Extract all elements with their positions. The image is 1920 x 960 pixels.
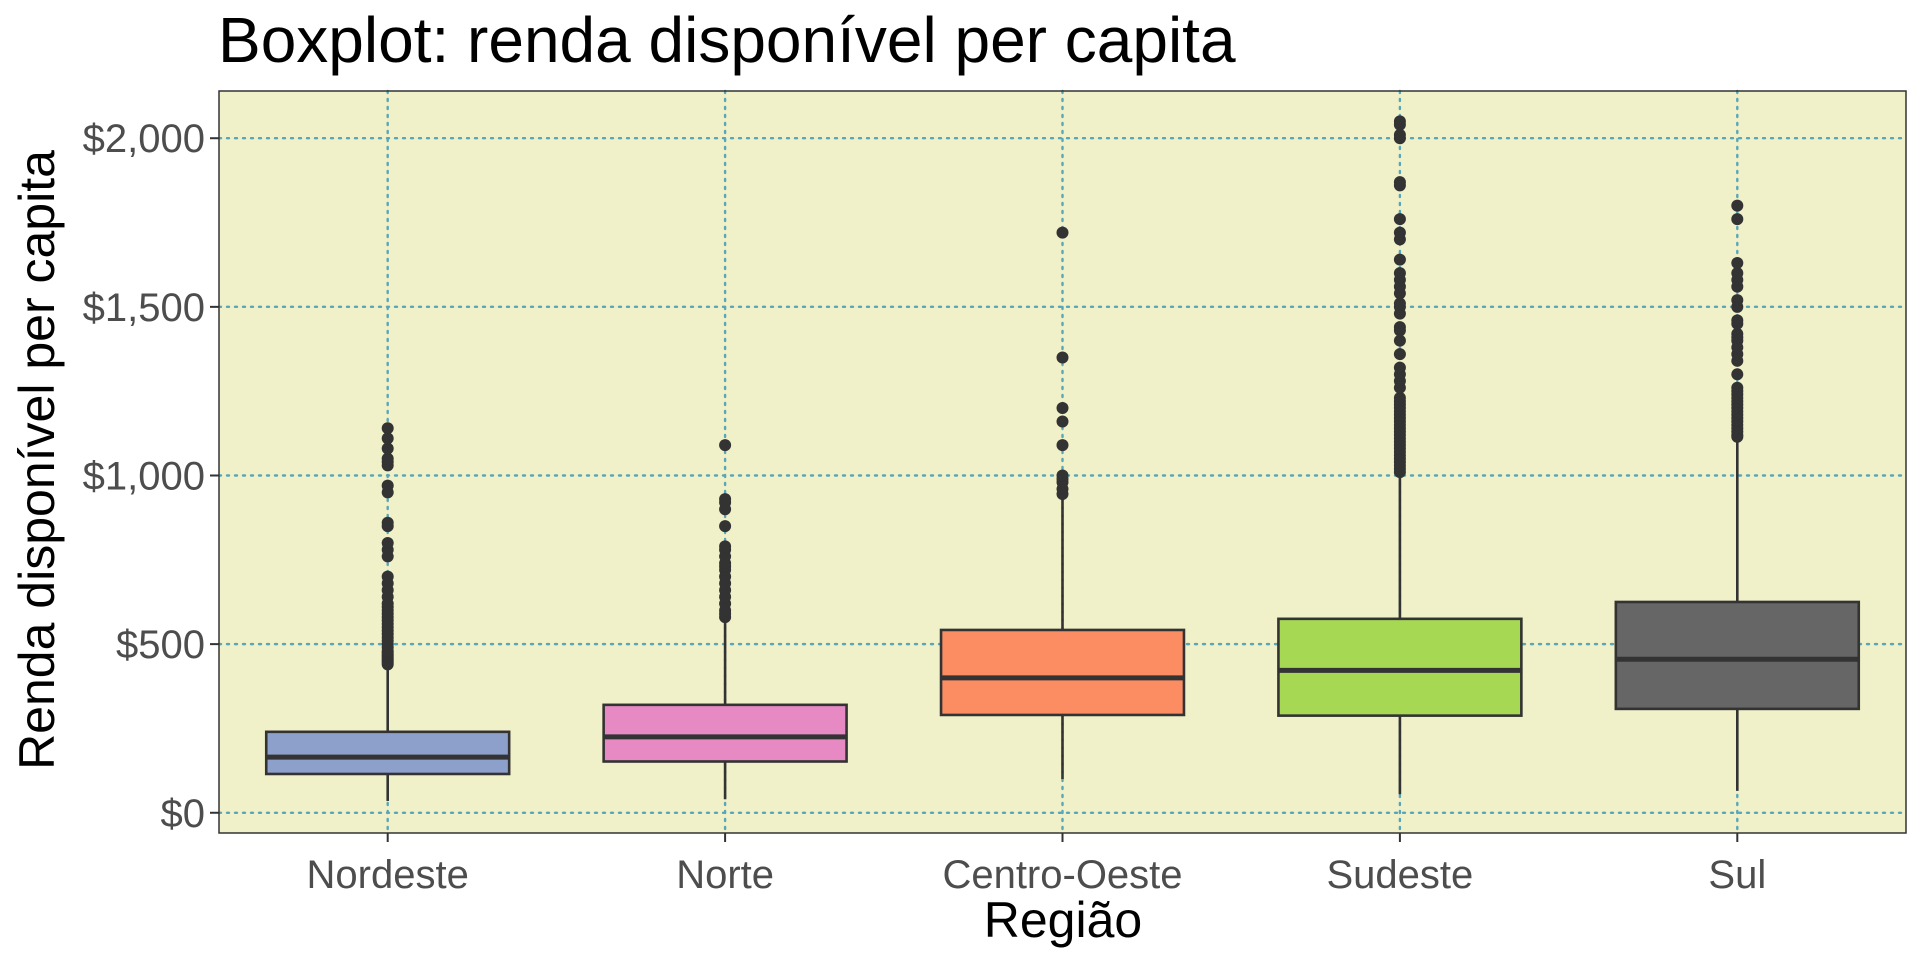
y-tick-label: $1,000 <box>83 454 205 498</box>
outlier-point <box>1393 176 1406 189</box>
outlier-point <box>1393 297 1406 310</box>
x-tick-label: Sul <box>1708 853 1766 897</box>
x-tick-label: Nordeste <box>307 853 469 897</box>
outlier-point <box>1393 348 1406 361</box>
x-axis-title: Região <box>984 892 1142 948</box>
y-tick-layer: $0 $500 $1,000 $1,500 $2,000 <box>83 117 219 836</box>
outlier-point <box>381 536 394 549</box>
box-iqr <box>264 730 511 776</box>
outlier-point <box>381 442 394 455</box>
x-tick-label: Centro-Oeste <box>942 853 1182 897</box>
x-tick-label: Norte <box>676 853 774 897</box>
box-sul <box>1614 199 1861 791</box>
outlier-point <box>1056 351 1069 364</box>
outlier-point <box>1056 226 1069 239</box>
outlier-point <box>1731 294 1744 307</box>
outlier-point <box>719 493 732 506</box>
x-tick-layer: Nordeste Norte Centro-Oeste Sudeste Sul <box>307 833 1766 897</box>
outlier-point <box>1393 115 1406 128</box>
outlier-point <box>1393 391 1406 404</box>
box-iqr <box>1614 600 1861 711</box>
outlier-point <box>1731 327 1744 340</box>
outlier-point <box>381 479 394 492</box>
outlier-point <box>1731 213 1744 226</box>
box-iqr <box>602 703 848 763</box>
y-tick-label: $0 <box>161 792 206 836</box>
outlier-point <box>1393 361 1406 374</box>
y-axis-title: Renda disponível per capita <box>9 150 65 770</box>
box-iqr <box>939 628 1186 717</box>
box-norte <box>602 439 848 800</box>
outlier-point <box>1393 213 1406 226</box>
y-tick-label: $2,000 <box>83 117 205 161</box>
outlier-point <box>1393 128 1406 141</box>
box-centro-oeste <box>939 226 1186 780</box>
outlier-point <box>1393 334 1406 347</box>
outlier-point <box>719 520 732 533</box>
outlier-point <box>1056 469 1069 482</box>
outlier-point <box>381 432 394 445</box>
outlier-point <box>1731 368 1744 381</box>
outlier-point <box>1056 415 1069 428</box>
outlier-point <box>1393 321 1406 334</box>
box-nordeste <box>264 422 511 801</box>
outlier-point <box>1056 439 1069 452</box>
box-sudeste <box>1277 115 1523 795</box>
outlier-point <box>1393 253 1406 266</box>
outlier-point <box>1393 226 1406 239</box>
outlier-point <box>381 516 394 529</box>
outlier-point <box>381 570 394 583</box>
outlier-point <box>1731 267 1744 280</box>
chart-title: Boxplot: renda disponível per capita <box>218 4 1236 76</box>
y-tick-label: $1,500 <box>83 286 205 330</box>
x-tick-label: Sudeste <box>1327 853 1474 897</box>
outlier-point <box>1731 381 1744 394</box>
box-layer <box>264 115 1861 801</box>
box-iqr <box>1277 617 1523 717</box>
outlier-point <box>1731 257 1744 270</box>
y-tick-label: $500 <box>116 623 205 667</box>
outlier-point <box>1393 267 1406 280</box>
outlier-point <box>1731 199 1744 212</box>
outlier-point <box>1056 402 1069 415</box>
outlier-point <box>381 452 394 465</box>
outlier-point <box>1731 314 1744 327</box>
outlier-point <box>719 439 732 452</box>
outlier-point <box>719 540 732 553</box>
outlier-point <box>381 422 394 435</box>
